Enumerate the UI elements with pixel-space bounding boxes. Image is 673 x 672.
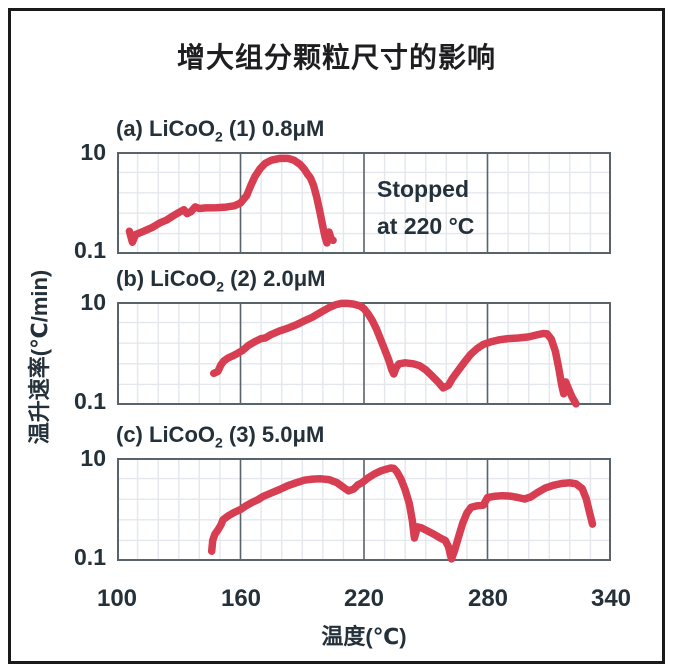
panel-c-label-subscript: 2: [215, 434, 223, 451]
y-tick-10-panel-a: 10: [80, 139, 106, 165]
panel-a-label-subscript: 2: [215, 128, 223, 145]
stopped-annotation-line1: Stopped: [377, 176, 469, 202]
panel-a-label-suffix: (1) 0.8μM: [222, 116, 325, 141]
y-tick-01-panel-c: 0.1: [74, 544, 106, 570]
panel-c-label-suffix: (3) 5.0μM: [222, 422, 325, 447]
x-axis-title: 温度(℃): [321, 624, 407, 649]
y-tick-10-panel-c: 10: [80, 445, 106, 471]
panel-b-plot-area: [117, 299, 611, 408]
panel-b-plot: [117, 299, 611, 408]
panel-a-plot-area: [117, 152, 611, 254]
y-tick-01-panel-b: 0.1: [74, 388, 106, 414]
panel-b-label-suffix: (2) 2.0μM: [224, 266, 326, 291]
chart-title: 增大组分颗粒尺寸的影响: [176, 42, 496, 73]
x-tick-100: 100: [96, 585, 138, 612]
x-tick-160: 160: [220, 585, 262, 612]
panel-a-label-text: (a) LiCoO: [116, 116, 215, 141]
y-tick-01-panel-a: 0.1: [74, 237, 106, 263]
panel-b-label-text: (b) LiCoO: [116, 266, 217, 291]
stopped-annotation: Stopped at 220 °C: [377, 171, 474, 245]
x-tick-280: 280: [467, 585, 509, 612]
panel-a-label: (a) LiCoO2 (1) 0.8μM: [116, 116, 324, 144]
panel-c-label: (c) LiCoO2 (3) 5.0μM: [116, 422, 324, 450]
panel-c-label-text: (c) LiCoO: [116, 422, 215, 447]
stopped-annotation-line2: at 220 °C: [377, 213, 475, 239]
panel-c-plot-area: [117, 458, 611, 563]
figure-border: [8, 8, 665, 664]
y-tick-10-panel-b: 10: [80, 289, 106, 315]
panel-c-plot: [117, 458, 611, 563]
x-tick-340: 340: [590, 585, 632, 612]
panel-a-plot: [117, 152, 611, 254]
x-tick-220: 220: [343, 585, 385, 612]
panel-b-label: (b) LiCoO2 (2) 2.0μM: [116, 266, 325, 294]
panel-b-label-subscript: 2: [216, 278, 224, 295]
